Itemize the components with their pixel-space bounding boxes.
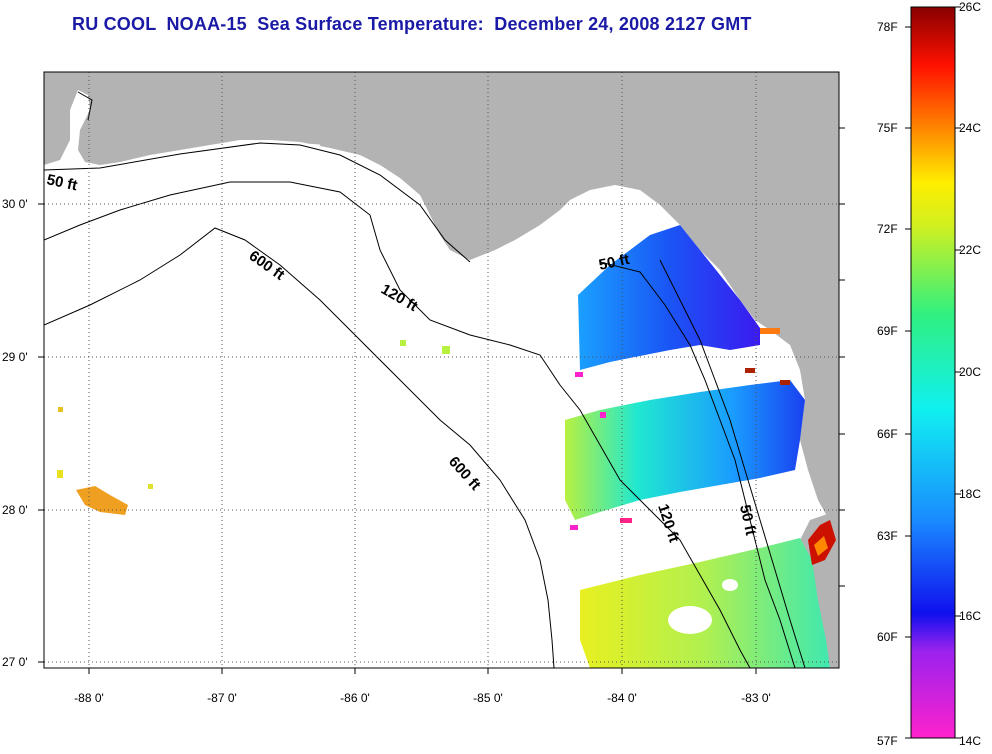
colorbar-f-75: 75F [877,121,898,135]
colorbar-c-14: 14C [959,734,981,748]
map-frame [43,71,840,669]
lat-label-30: 30 0' [2,197,28,211]
lon-label-87: -87 0' [207,691,237,705]
lon-label-84: -84 0' [607,691,637,705]
contour-label-50ft-nw: 50 ft [45,171,79,194]
colorbar-f-69: 69F [877,324,898,338]
lon-label-86: -86 0' [340,691,370,705]
lat-label-27: 27 0' [2,655,28,669]
colorbar-f-60: 60F [877,630,898,644]
land-panhandle [44,72,839,520]
colorbar [910,6,956,739]
sst-swath-south [580,538,830,668]
lon-label-88: -88 0' [74,691,104,705]
sst-swath-north [578,225,760,370]
lat-label-29: 29 0' [2,350,28,364]
contour-label-50ft-east: 50 ft [597,251,631,274]
lon-label-83: -83 0' [741,691,771,705]
contour-600ft [44,227,555,668]
colorbar-f-72: 72F [877,222,898,236]
lon-label-85: -85 0' [473,691,503,705]
colorbar-c-20: 20C [959,365,981,379]
colorbar-c-26: 26C [959,0,981,14]
graticule [44,72,839,668]
lat-label-28: 28 0' [2,503,28,517]
colorbar-c-24: 24C [959,121,981,135]
colorbar-c-22: 22C [959,243,981,257]
map-area [44,72,839,668]
colorbar-f-63: 63F [877,529,898,543]
colorbar-f-57: 57F [877,734,898,748]
colorbar-f-78: 78F [877,20,898,34]
map-title: RU COOL NOAA-15 Sea Surface Temperature:… [72,14,752,34]
contour-120ft [44,181,751,668]
sst-blob-west [76,486,128,515]
contour-50ft-east [599,261,796,668]
colorbar-f-66: 66F [877,427,898,441]
colorbar-c-18: 18C [959,487,981,501]
colorbar-c-16: 16C [959,609,981,623]
contour-label-50ft-south: 50 ft [736,503,759,537]
contour-50ft-west [44,142,471,263]
